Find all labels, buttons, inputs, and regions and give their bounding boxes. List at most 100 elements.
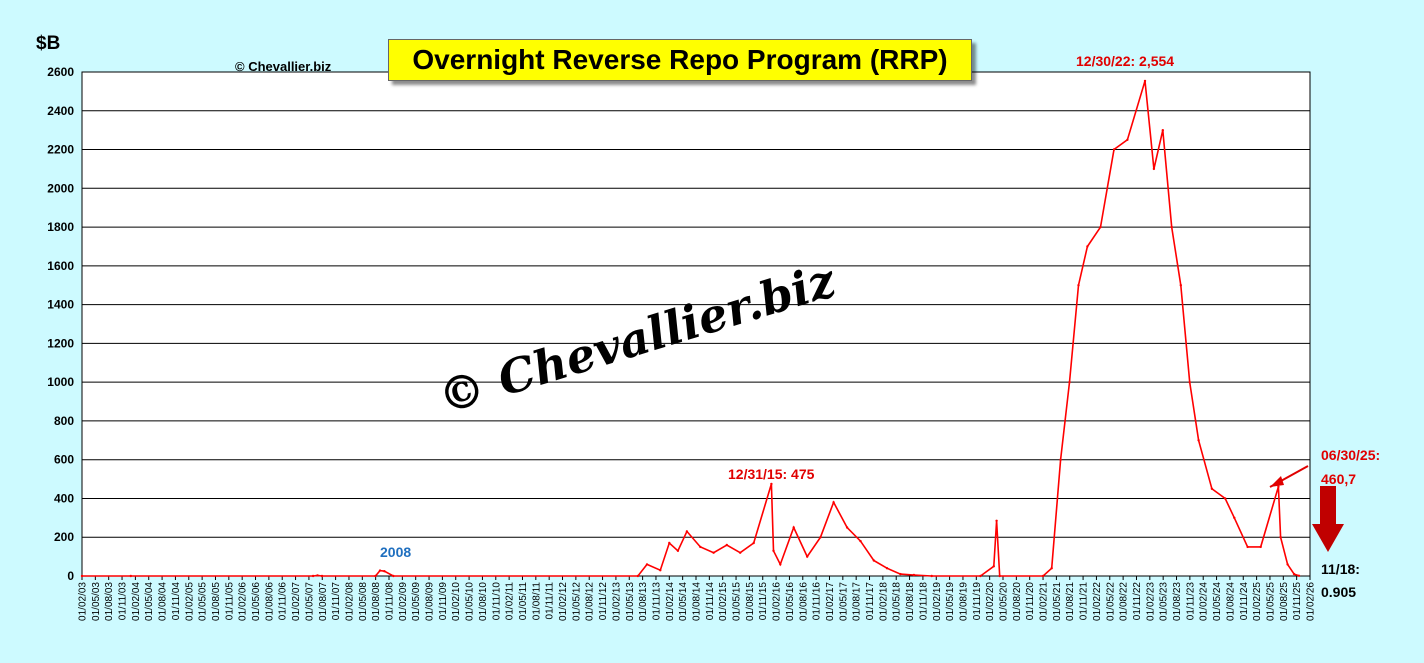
x-tick-label: 01/05/11 (518, 582, 529, 621)
x-tick-label: 01/02/07 (291, 582, 302, 621)
x-tick-label: 01/11/18 (918, 582, 929, 621)
data-point (1188, 381, 1191, 384)
x-tick-label: 01/11/22 (1132, 582, 1143, 621)
x-tick-label: 01/11/08 (385, 582, 396, 621)
arrow-head-icon (1270, 476, 1284, 487)
data-point (392, 574, 395, 578)
data-point (912, 573, 916, 577)
x-tick-label: 01/08/22 (1119, 582, 1130, 621)
x-tick-label: 01/02/03 (78, 582, 89, 621)
data-point (685, 530, 689, 533)
data-point (1143, 79, 1147, 83)
data-point (320, 574, 324, 578)
x-tick-label: 01/08/13 (638, 582, 649, 621)
y-tick-label: 400 (54, 491, 74, 505)
x-tick-label: 01/02/19 (932, 582, 943, 621)
data-point (779, 563, 782, 566)
data-point (668, 541, 671, 545)
x-tick-label: 01/11/09 (438, 582, 449, 621)
data-point (992, 565, 995, 568)
data-point (676, 549, 680, 552)
data-point (1099, 225, 1102, 229)
data-point (1161, 129, 1165, 132)
data-point (311, 574, 315, 578)
x-tick-label: 01/08/16 (798, 582, 809, 621)
data-point (1279, 536, 1282, 539)
data-point (772, 549, 775, 552)
x-tick-label: 01/08/04 (158, 582, 169, 621)
data-point (725, 543, 728, 547)
x-tick-label: 01/02/12 (558, 582, 569, 621)
data-point (699, 545, 702, 549)
data-point (1077, 284, 1080, 287)
x-tick-label: 01/02/05 (184, 582, 195, 621)
x-tick-label: 01/11/23 (1185, 582, 1196, 621)
x-tick-label: 01/11/12 (598, 582, 609, 621)
data-point (806, 555, 809, 558)
x-tick-label: 01/05/17 (838, 582, 849, 621)
data-point (770, 482, 773, 486)
x-tick-label: 01/11/03 (118, 582, 129, 621)
x-tick-label: 01/08/10 (478, 582, 489, 621)
x-tick-label: 01/08/07 (318, 582, 329, 621)
x-tick-label: 01/08/18 (905, 582, 916, 621)
data-point (1152, 167, 1156, 171)
x-tick-label: 01/11/25 (1292, 582, 1303, 621)
data-point (1050, 567, 1053, 570)
data-point (378, 569, 382, 572)
x-tick-label: 01/11/04 (171, 582, 182, 621)
x-tick-label: 01/02/18 (878, 582, 889, 621)
x-tick-label: 01/08/08 (371, 582, 382, 621)
x-tick-label: 01/11/13 (651, 582, 662, 621)
x-tick-label: 01/02/15 (718, 582, 729, 621)
data-point (752, 541, 755, 545)
y-axis-unit: $B (36, 33, 61, 54)
data-point (1286, 563, 1289, 566)
x-tick-label: 01/05/05 (198, 582, 209, 621)
x-tick-label: 01/08/21 (1065, 582, 1076, 621)
annotation-peak-2022: 12/30/22: 2,554 (1076, 53, 1175, 69)
annotation-peak-2015: 12/31/15: 475 (728, 466, 815, 482)
data-point (645, 563, 649, 566)
data-point (872, 559, 875, 562)
data-point (998, 574, 1001, 578)
data-point (930, 574, 933, 578)
x-tick-label: 01/08/19 (958, 582, 969, 621)
x-tick-label: 01/05/16 (785, 582, 796, 621)
data-point (636, 574, 640, 578)
chart-title: Overnight Reverse Repo Program (RRP) (388, 39, 972, 81)
x-tick-label: 01/05/25 (1265, 582, 1276, 621)
x-tick-label: 01/08/15 (745, 582, 756, 621)
x-tick-label: 01/05/08 (358, 582, 369, 621)
x-tick-label: 01/02/24 (1199, 582, 1210, 621)
x-tick-label: 01/08/05 (211, 582, 222, 621)
data-point (1277, 485, 1280, 488)
data-point (712, 551, 715, 554)
x-tick-label: 01/08/09 (425, 582, 436, 621)
annotation-2025-date: 06/30/25: (1321, 447, 1381, 463)
data-point (819, 536, 822, 539)
x-tick-label: 01/05/24 (1212, 582, 1223, 621)
x-tick-label: 01/11/20 (1025, 582, 1036, 621)
x-tick-label: 01/08/03 (104, 582, 115, 621)
series-markers (80, 79, 1301, 578)
x-tick-label: 01/08/24 (1225, 582, 1236, 621)
y-tick-label: 800 (54, 414, 74, 428)
y-tick-label: 0 (67, 569, 74, 583)
copyright-text: © Chevallier.biz (235, 59, 332, 74)
data-point (995, 519, 998, 522)
x-tick-label: 01/11/17 (865, 582, 876, 621)
x-tick-label: 01/02/04 (131, 582, 142, 621)
data-point (739, 551, 742, 554)
x-tick-label: 01/05/14 (678, 582, 689, 621)
x-axis: 01/02/03 01/05/03 01/08/03 01/11/03 01/02/04… (78, 576, 1317, 621)
grid-lines (82, 110, 1310, 538)
x-tick-label: 01/05/10 (465, 582, 476, 621)
x-tick-label: 01/02/13 (611, 582, 622, 621)
x-tick-label: 01/11/06 (278, 582, 289, 621)
y-tick-label: 1400 (47, 298, 74, 312)
x-tick-label: 01/08/17 (852, 582, 863, 621)
x-tick-label: 01/05/04 (144, 582, 155, 621)
data-point (1170, 225, 1173, 229)
data-point (80, 574, 84, 578)
